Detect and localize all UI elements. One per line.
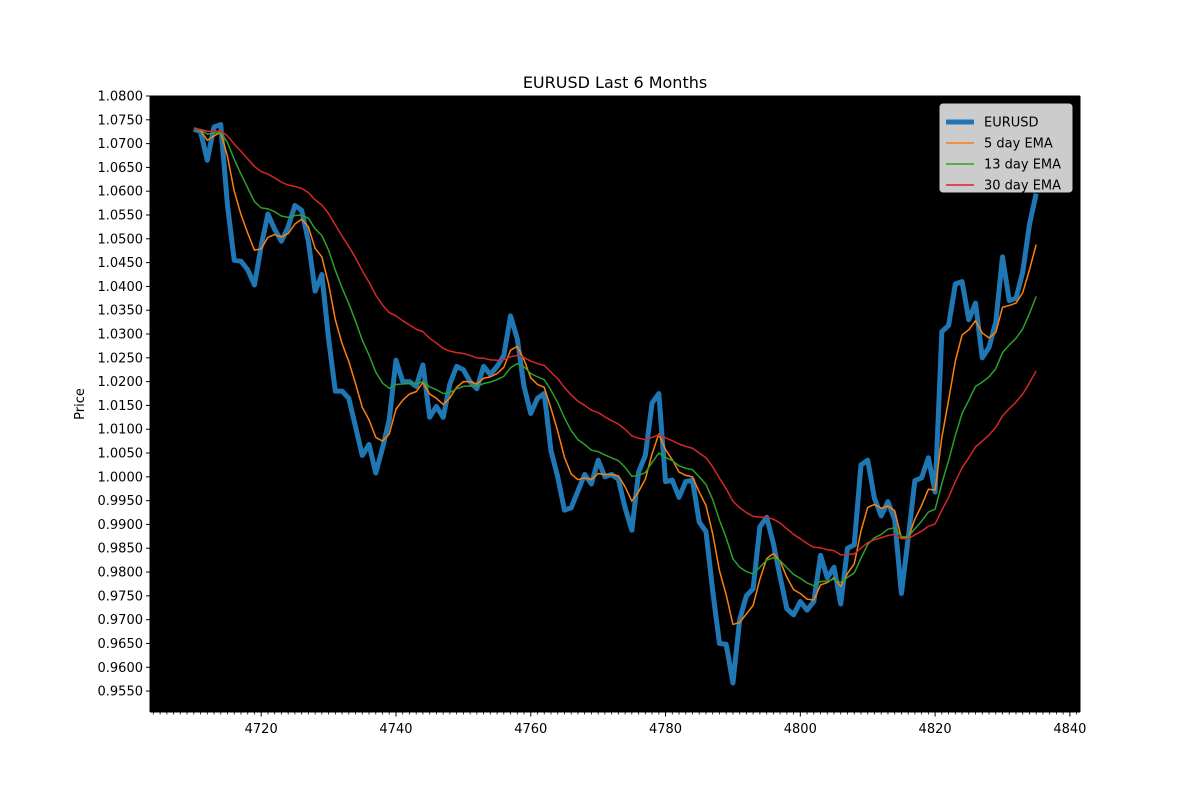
legend-label: 5 day EMA — [984, 137, 1053, 152]
y-tick-label: 1.0050 — [98, 447, 144, 462]
series-line-eurusd — [192, 122, 1039, 686]
legend-box — [939, 103, 1073, 193]
legend-label: 13 day EMA — [984, 158, 1061, 173]
legend: EURUSD 5 day EMA 13 day EMA 30 day EMA — [939, 103, 1073, 194]
series-line-5-day-ema — [193, 128, 1037, 626]
x-tick-label: 4720 — [245, 722, 278, 737]
y-tick-label: 1.0800 — [98, 90, 144, 105]
y-tick-label: 0.9800 — [98, 566, 144, 581]
y-tick-label: 0.9950 — [98, 494, 144, 509]
y-tick-label: 1.0750 — [98, 113, 144, 128]
y-tick-label: 0.9900 — [98, 518, 144, 533]
y-axis-label: Price — [73, 388, 88, 420]
x-tick-label: 4820 — [919, 722, 952, 737]
y-tick-label: 1.0300 — [98, 328, 144, 343]
y-tick-label: 0.9700 — [98, 613, 144, 628]
axes-layer: 0.9550 0.9600 0.9650 0.9700 0.9750 0.9800 0.98… — [98, 90, 1087, 738]
y-tick-label: 1.0000 — [98, 470, 144, 485]
x-tick-label: 4800 — [784, 722, 817, 737]
y-tick-label: 0.9750 — [98, 589, 144, 604]
series-layer — [192, 122, 1039, 686]
y-tick-label: 1.0350 — [98, 304, 144, 319]
y-tick-label: 1.0400 — [98, 280, 144, 295]
x-tick-label: 4840 — [1053, 722, 1086, 737]
legend-label: 30 day EMA — [984, 179, 1061, 194]
y-tick-label: 1.0150 — [98, 399, 144, 414]
legend-label: EURUSD — [984, 116, 1039, 131]
y-tick-label: 1.0700 — [98, 137, 144, 152]
y-tick-label: 0.9550 — [98, 685, 144, 700]
series-line-30-day-ema — [193, 128, 1037, 556]
x-tick-label: 4780 — [649, 722, 682, 737]
x-tick-label: 4740 — [379, 722, 412, 737]
y-tick-label: 1.0650 — [98, 161, 144, 176]
y-tick-label: 0.9650 — [98, 637, 144, 652]
chart-title: EURUSD Last 6 Months — [523, 73, 707, 92]
y-tick-label: 1.0600 — [98, 185, 144, 200]
y-tick-label: 1.0450 — [98, 256, 144, 271]
y-tick-label: 1.0200 — [98, 375, 144, 390]
y-tick-label: 0.9850 — [98, 542, 144, 557]
y-tick-label: 1.0550 — [98, 209, 144, 224]
x-tick-label: 4760 — [514, 722, 547, 737]
y-tick-label: 1.0500 — [98, 232, 144, 247]
y-tick-label: 1.0100 — [98, 423, 144, 438]
y-tick-label: 1.0250 — [98, 351, 144, 366]
plot-area — [150, 96, 1080, 712]
y-tick-label: 0.9600 — [98, 661, 144, 676]
series-line-13-day-ema — [193, 128, 1037, 587]
